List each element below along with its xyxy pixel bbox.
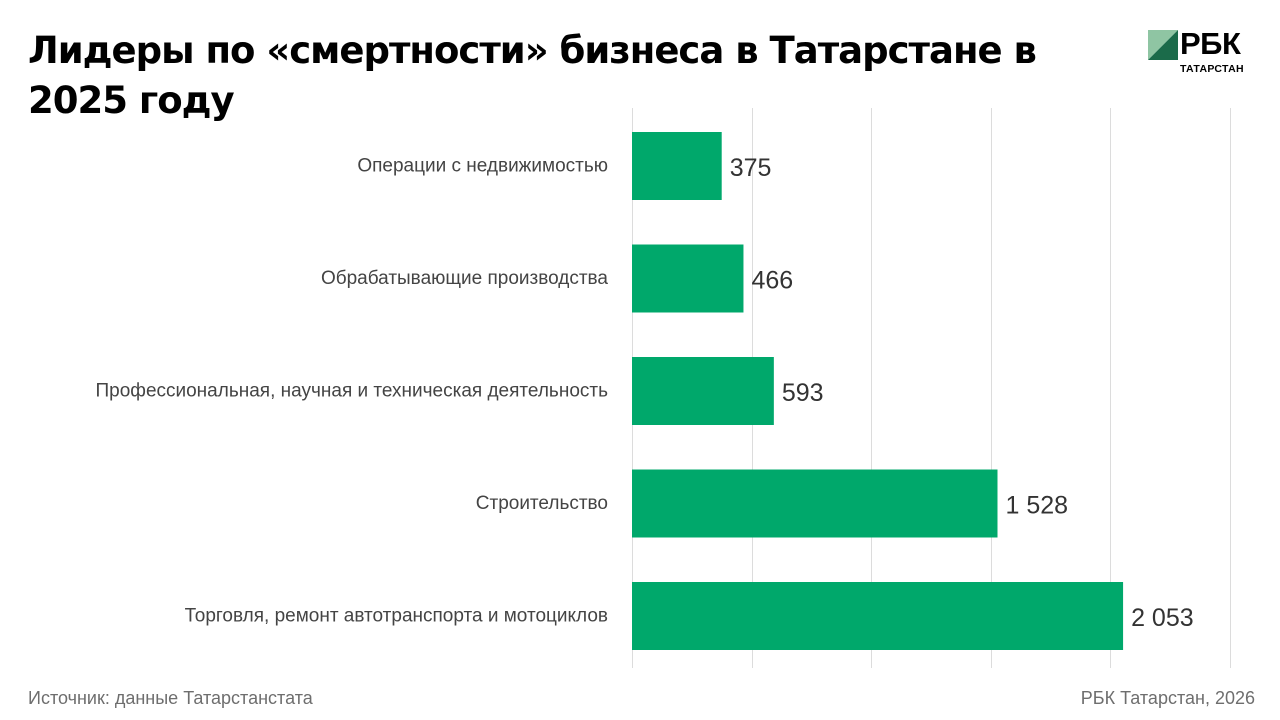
logo-subtitle: ТАТАРСТАН: [1180, 63, 1244, 75]
rbc-tatarstan-logo: РБК ТАТАРСТАН: [1148, 26, 1252, 76]
chart-title: Лидеры по «смертности» бизнеса в Татарст…: [28, 29, 1037, 122]
value-label: 593: [782, 379, 824, 407]
value-label: 2 053: [1131, 604, 1194, 632]
category-label: Профессиональная, научная и техническая …: [96, 381, 609, 402]
rbc-logo-mark-icon: [1148, 30, 1178, 60]
logo-wordmark: РБК: [1180, 26, 1241, 61]
bar: [632, 357, 774, 425]
value-label: 466: [751, 267, 793, 295]
source-note: Источник: данные Татарстанстата: [28, 688, 313, 708]
value-label: 1 528: [1005, 492, 1068, 520]
category-label: Обрабатывающие производства: [321, 268, 608, 289]
category-label: Строительство: [476, 493, 608, 514]
credit-note: РБК Татарстан, 2026: [1080, 688, 1255, 708]
bar: [632, 132, 722, 200]
bar: [632, 582, 1124, 650]
value-label: 375: [730, 154, 772, 182]
bar: [632, 244, 744, 313]
bar: [632, 469, 998, 538]
logo-mark-dark-triangle: [1148, 30, 1178, 60]
category-label: Операции с недвижимостью: [357, 156, 608, 177]
category-label: Торговля, ремонт автотранспорта и мотоци…: [185, 606, 608, 627]
